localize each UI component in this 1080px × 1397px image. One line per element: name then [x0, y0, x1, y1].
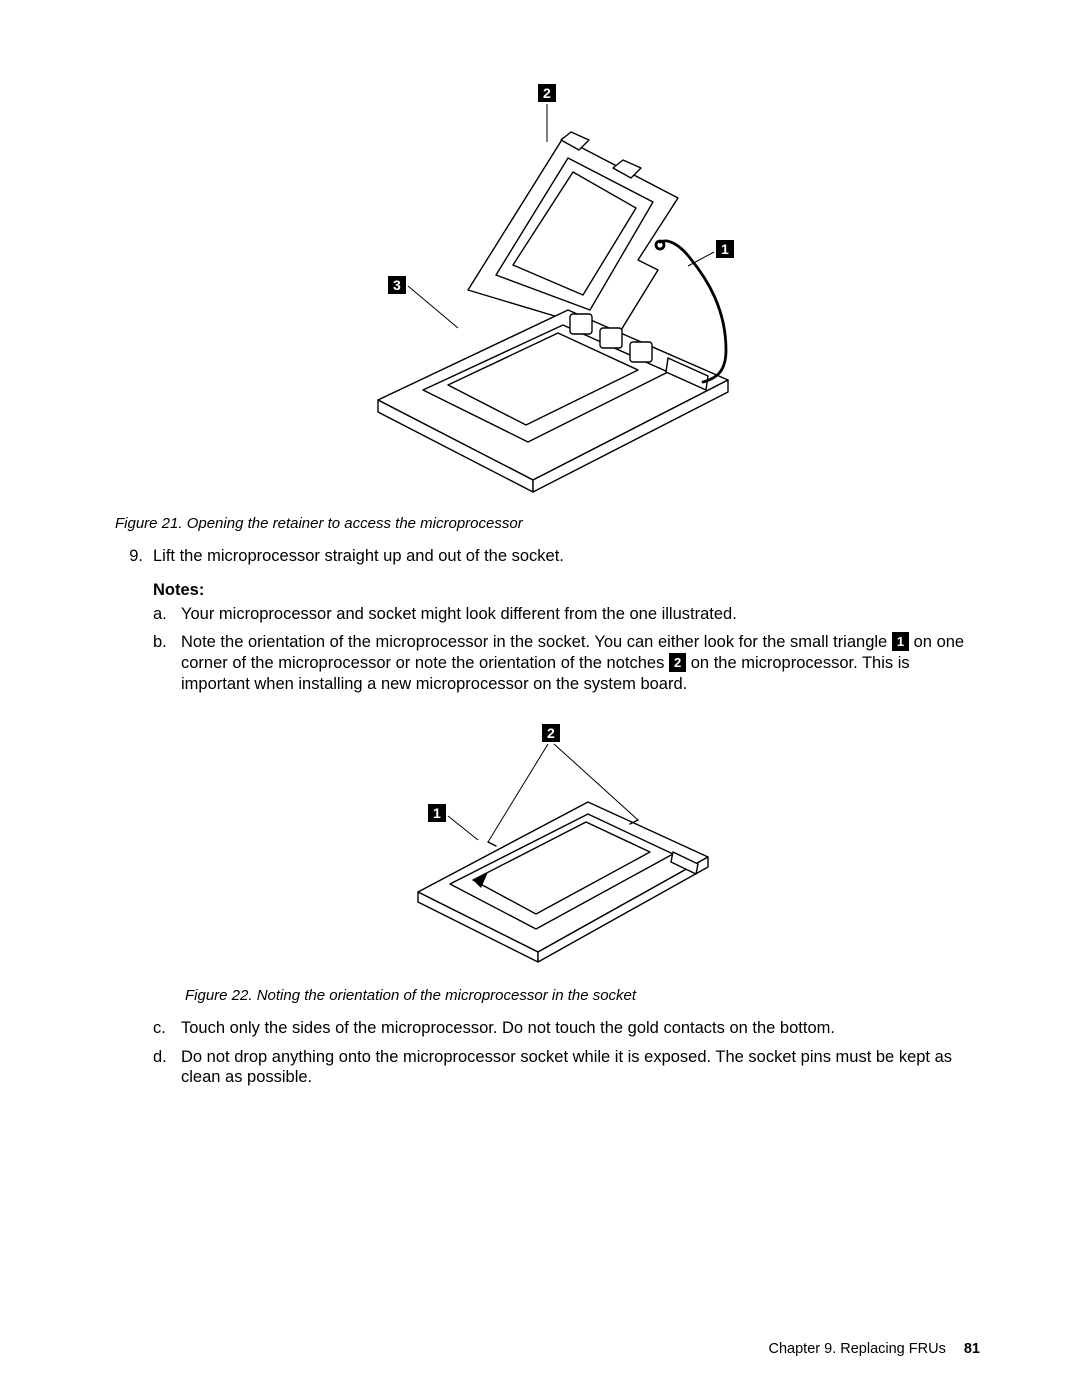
- fig21-callout-3: 3: [393, 277, 401, 293]
- note-text: Touch only the sides of the microprocess…: [181, 1018, 835, 1039]
- figure-22-illustration: 2 1: [338, 722, 758, 972]
- footer-page-number: 81: [964, 1341, 980, 1357]
- note-text: Your microprocessor and socket might loo…: [181, 604, 737, 625]
- figure-22-caption: Figure 22. Noting the orientation of the…: [185, 987, 980, 1004]
- notes-heading: Notes:: [153, 581, 980, 600]
- note-letter: c.: [153, 1018, 175, 1039]
- fig21-callout-1: 1: [721, 241, 729, 257]
- figure-21-caption: Figure 21. Opening the retainer to acces…: [115, 515, 980, 532]
- note-c: c. Touch only the sides of the microproc…: [153, 1018, 980, 1039]
- notes-list: a. Your microprocessor and socket might …: [153, 604, 980, 695]
- fig21-callout-2: 2: [543, 85, 551, 101]
- note-b-pre: Note the orientation of the microprocess…: [181, 633, 892, 651]
- figure-21-illustration: 2 3: [308, 80, 788, 500]
- step-text: Lift the microprocessor straight up and …: [153, 546, 564, 567]
- note-d: d. Do not drop anything onto the micropr…: [153, 1047, 980, 1088]
- document-page: 2 3: [0, 0, 1080, 1397]
- figure-22: 2 1: [115, 722, 980, 977]
- note-a: a. Your microprocessor and socket might …: [153, 604, 980, 625]
- note-letter: d.: [153, 1047, 175, 1088]
- note-letter: b.: [153, 632, 175, 694]
- footer-chapter: Chapter 9. Replacing FRUs: [769, 1341, 946, 1357]
- note-text: Note the orientation of the microprocess…: [181, 632, 980, 694]
- page-footer: Chapter 9. Replacing FRUs 81: [769, 1341, 980, 1357]
- notes-list-2: c. Touch only the sides of the microproc…: [153, 1018, 980, 1088]
- inline-callout-2: 2: [669, 653, 686, 672]
- step-9: 9. Lift the microprocessor straight up a…: [115, 546, 980, 567]
- figure-21: 2 3: [115, 80, 980, 505]
- inline-callout-1: 1: [892, 632, 909, 651]
- note-letter: a.: [153, 604, 175, 625]
- fig22-callout-1: 1: [433, 805, 441, 821]
- step-number: 9.: [115, 546, 143, 567]
- note-text: Do not drop anything onto the microproce…: [181, 1047, 980, 1088]
- fig22-callout-2: 2: [547, 725, 555, 741]
- note-b: b. Note the orientation of the microproc…: [153, 632, 980, 694]
- step-list: 9. Lift the microprocessor straight up a…: [115, 546, 980, 567]
